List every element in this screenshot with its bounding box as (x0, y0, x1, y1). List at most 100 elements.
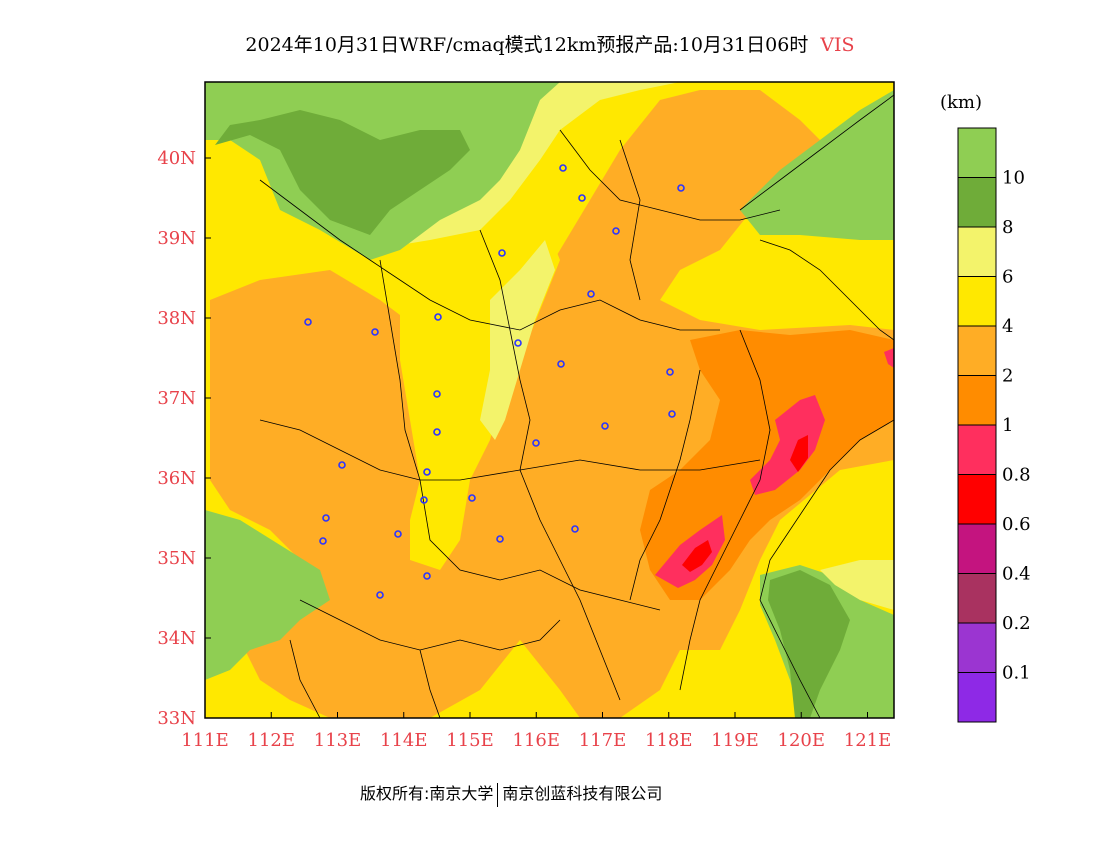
zone-red-jiangsu (682, 540, 712, 572)
city-marker (532, 439, 540, 447)
colorbar-unit: (km) (940, 92, 982, 113)
city-marker (557, 360, 565, 368)
colorbar-swatch (957, 375, 997, 426)
city-marker (468, 494, 476, 502)
zone-red-shandong (790, 435, 808, 472)
colorbar-label: 0.6 (1002, 514, 1031, 535)
map-frame (204, 81, 895, 719)
lon-tick-label: 118E (645, 730, 693, 751)
city-marker (423, 572, 431, 580)
credit-line: 版权所有:南京大学 南京创蓝科技有限公司 (360, 780, 662, 807)
lon-tick-label: 111E (181, 730, 229, 751)
map-fill-layer (205, 82, 894, 718)
lat-tick-label: 36N (157, 468, 196, 489)
city-marker (304, 318, 312, 326)
lon-tick-label: 120E (778, 730, 826, 751)
city-marker (322, 514, 330, 522)
coastline (739, 94, 894, 211)
lat-tick-label: 37N (157, 388, 196, 409)
colorbar: 0.1 0.2 0.4 0.6 0.8 1 2 4 6 8 10 (957, 127, 1031, 723)
colorbar-swatch (957, 474, 997, 525)
lat-tick-label: 33N (157, 708, 196, 729)
colorbar-label: 0.4 (1002, 564, 1031, 585)
boundary-line (679, 329, 771, 691)
credit-left: 版权所有:南京大学 (360, 784, 494, 803)
colorbar-swatch (957, 276, 997, 327)
colorbar-swatch (957, 523, 997, 574)
colorbar-label: 2 (1002, 366, 1013, 387)
city-marker (423, 468, 431, 476)
zone-green-southwest (205, 510, 330, 680)
colorbar-swatch (957, 424, 997, 475)
boundary-line (419, 649, 441, 718)
coastline (759, 239, 894, 341)
credit-separator (497, 782, 499, 807)
city-marker (498, 249, 506, 257)
boundary-line (299, 599, 561, 651)
city-marker (420, 496, 428, 504)
lat-tick-label: 34N (157, 628, 196, 649)
lat-tick-label: 40N (157, 148, 196, 169)
map-title: 2024年10月31日WRF/cmaq模式12km预报产品:10月31日06时 V… (0, 30, 1100, 57)
coastline (759, 419, 894, 718)
boundary-line (619, 139, 641, 301)
city-marker (338, 461, 346, 469)
colorbar-label: 8 (1002, 217, 1013, 238)
zone-darkgreen-southeast (768, 570, 850, 718)
colorbar-label: 6 (1002, 267, 1013, 288)
longitude-axis: 111E 112E 113E 114E 115E 116E 117E 118E 119E 120E… (181, 712, 891, 751)
colorbar-swatch (957, 177, 997, 228)
city-marker (559, 164, 567, 172)
city-marker (319, 537, 327, 545)
lon-tick-label: 119E (711, 730, 759, 751)
colorbar-label: 1 (1002, 415, 1013, 436)
lon-tick-label: 112E (248, 730, 296, 751)
zone-lightyellow-north (370, 82, 680, 250)
colorbar-label: 0.1 (1002, 663, 1031, 684)
colorbar-label: 0.2 (1002, 613, 1031, 634)
boundary-line (259, 179, 720, 331)
lon-tick-label: 113E (314, 730, 362, 751)
boundary-line (629, 369, 701, 601)
colorbar-swatch (957, 226, 997, 277)
lat-tick-label: 38N (157, 308, 196, 329)
city-marker (376, 591, 384, 599)
lon-tick-label: 117E (579, 730, 627, 751)
credit-right: 南京创蓝科技有限公司 (502, 784, 663, 803)
colorbar-swatch (957, 622, 997, 673)
boundary-line (259, 419, 761, 481)
colorbar-swatch (957, 325, 997, 376)
city-marker (514, 339, 522, 347)
title-variable: VIS (820, 34, 855, 56)
zone-pink-jiangsu (655, 515, 725, 588)
lat-tick-label: 35N (157, 548, 196, 569)
city-marker (601, 422, 609, 430)
colorbar-label: 4 (1002, 316, 1013, 337)
city-marker (677, 184, 685, 192)
city-marker (666, 368, 674, 376)
city-marker (433, 390, 441, 398)
boundary-line (289, 639, 321, 718)
lon-tick-label: 115E (446, 730, 494, 751)
city-marker (371, 328, 379, 336)
city-marker (587, 290, 595, 298)
city-marker (578, 194, 586, 202)
colorbar-swatch (957, 573, 997, 624)
lat-tick-label: 39N (157, 228, 196, 249)
colorbar-swatch (957, 672, 997, 723)
latitude-axis: 33N 34N 35N 36N 37N 38N 39N 40N (157, 148, 211, 729)
zone-lightyellow-southeast (820, 560, 894, 610)
zone-darkgreen-north (215, 110, 470, 235)
boundary-line (559, 129, 781, 221)
boundary-line (379, 259, 661, 611)
city-marker (433, 428, 441, 436)
colorbar-swatch (957, 127, 997, 178)
colorbar-label: 10 (1002, 168, 1025, 189)
colorbar-label: 0.8 (1002, 465, 1031, 486)
city-marker (668, 410, 676, 418)
zone-pink-east-edge (884, 348, 894, 368)
lon-tick-label: 121E (844, 730, 892, 751)
city-marker (496, 535, 504, 543)
city-marker (434, 313, 442, 321)
